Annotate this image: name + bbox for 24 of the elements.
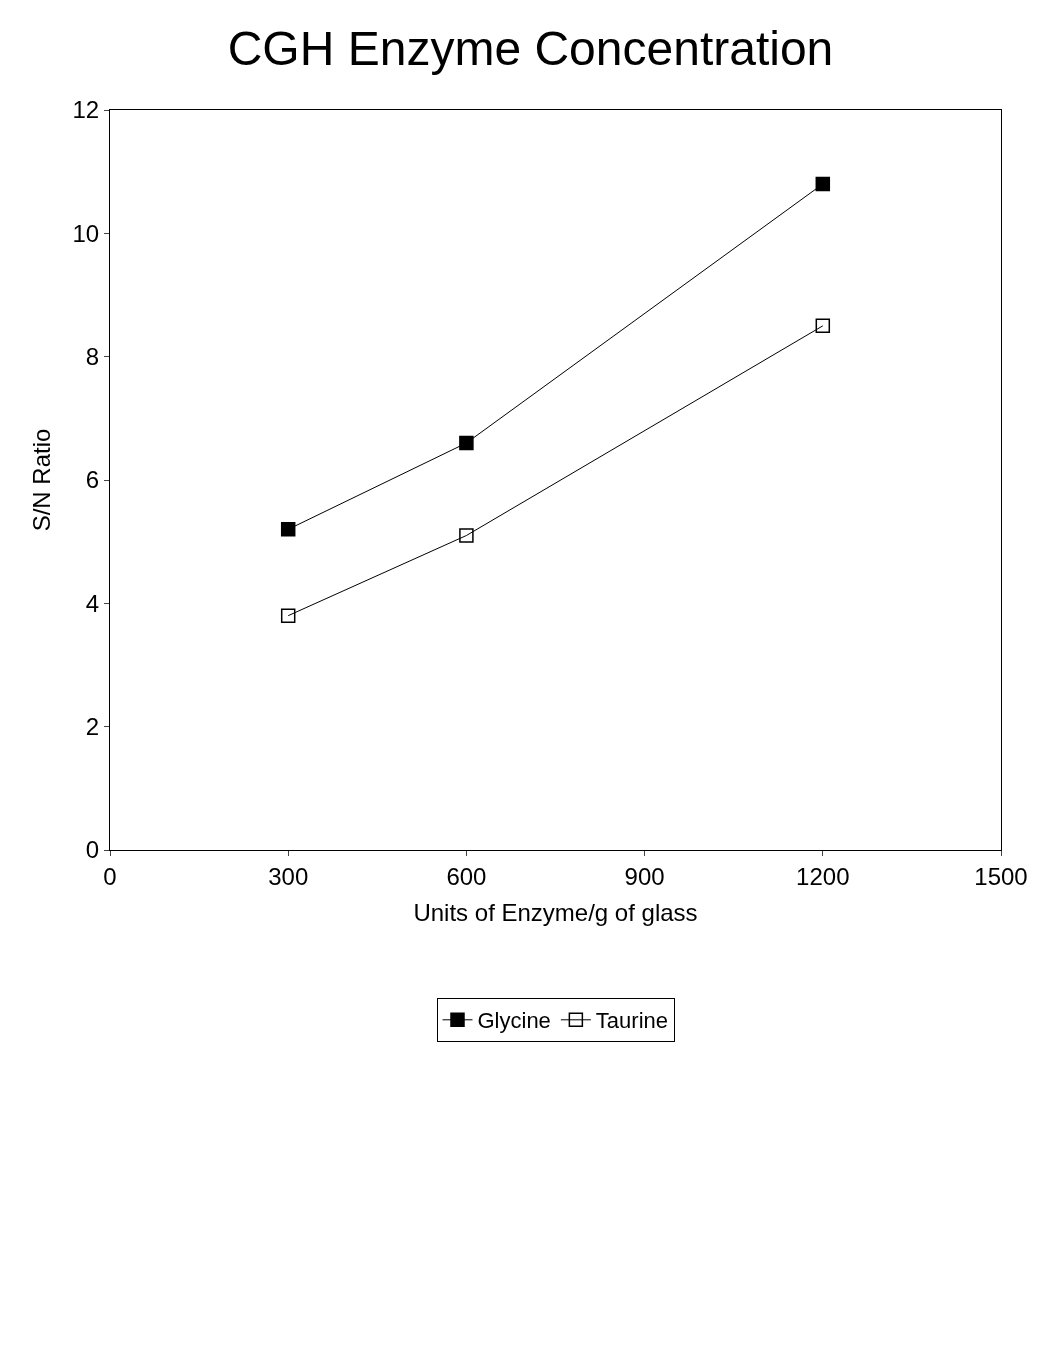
y-tick-label: 0 (85, 836, 100, 864)
y-tick-label: 10 (72, 219, 100, 247)
point (280, 522, 296, 537)
x-tick-label: 300 (268, 862, 309, 890)
point (459, 528, 474, 543)
x-tick-label: 1500 (974, 862, 1028, 890)
point (280, 608, 296, 623)
x-axis-title: Units of Enzyme/g of glass (413, 899, 698, 927)
y-axis-title: S/N Ratio (27, 428, 55, 532)
x-tick-label: 0 (103, 862, 117, 890)
x-tick-label: 600 (446, 862, 487, 890)
legend-label: Glycine (477, 1008, 551, 1034)
y-tick-label: 6 (85, 466, 100, 494)
point (459, 435, 474, 451)
y-tick-label: 8 (85, 343, 100, 371)
chart-title: CGH Enzyme Concentration (227, 22, 834, 76)
y-tick-label: 2 (85, 713, 100, 741)
legend-label: Taurine (595, 1008, 669, 1034)
x-tick-label: 1200 (796, 862, 850, 890)
y-tick-label: 12 (72, 96, 100, 124)
point (815, 318, 831, 334)
point (815, 176, 831, 192)
x-tick-label: 900 (624, 862, 665, 890)
y-tick-label: 4 (85, 589, 100, 617)
